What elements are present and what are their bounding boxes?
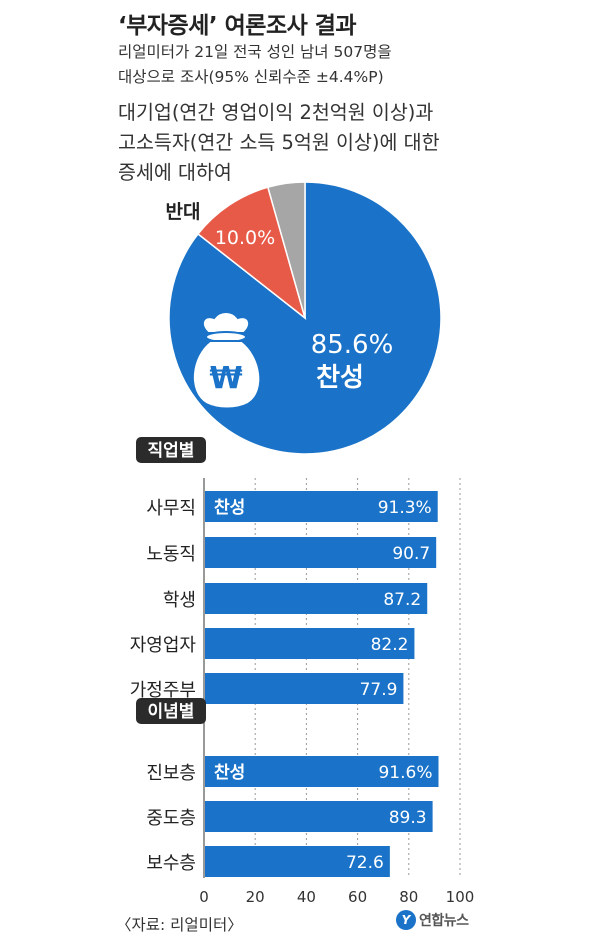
pie-slice-1 [197, 186, 307, 321]
bar-row-0-1: 노동직 90.7 [146, 537, 437, 568]
x-tick-0: 0 [199, 888, 209, 906]
group-label-0: 직업별 [148, 441, 195, 461]
subtitle: 리얼미터가 21일 전국 성인 남녀 507명을 대상으로 조사(95% 신뢰수… [118, 40, 558, 90]
subtitle-line-2: 대상으로 조사(95% 신뢰수준 ±4.4%P) [118, 68, 384, 86]
pie-slice-2 [266, 181, 306, 319]
x-axis-ticks: 0 20 40 60 80 100 [199, 888, 474, 906]
pie-slice-1-value: 10.0% [215, 227, 275, 249]
pie-slice-0-value: 85.6% [311, 330, 394, 360]
bar-0-0 [205, 491, 438, 522]
bar-0-4 [205, 673, 404, 704]
bar-category-1-0: 진보층 [146, 763, 196, 784]
x-tick-40: 40 [297, 888, 316, 906]
yonhap-logo-text: 연합뉴스 [419, 913, 469, 929]
bar-row-1-0: 진보층 91.6% 찬성 [146, 756, 439, 787]
bar-category-0-4: 가정주부 [130, 680, 196, 701]
page-title: ‘부자증세’ 여론조사 결과 [118, 13, 357, 39]
yonhap-logo-icon: Y [396, 910, 416, 930]
bar-row-0-0: 사무직 91.3% 찬성 [146, 491, 438, 522]
bar-0-3 [205, 628, 415, 659]
group-label-0-bg [136, 437, 206, 463]
yonhap-logo: Y 연합뉴스 [396, 910, 469, 930]
bar-category-0-1: 노동직 [146, 544, 196, 565]
bar-value-1-0: 91.6% [378, 763, 432, 783]
pie-chart: 85.6%찬성 10.0% 반대 ₩ [166, 181, 442, 455]
x-tick-20: 20 [246, 888, 265, 906]
bar-row-1-1: 중도층 89.3 [146, 801, 433, 832]
x-tick-80: 80 [399, 888, 418, 906]
bar-value-0-4: 77.9 [360, 680, 398, 700]
bar-category-0-0: 사무직 [146, 498, 196, 519]
bar-0-2 [205, 583, 428, 614]
bar-value-0-2: 87.2 [383, 590, 421, 610]
pie-slice-1-label: 반대 [166, 201, 201, 223]
bar-category-0-3: 자영업자 [130, 635, 197, 656]
svg-text:₩: ₩ [209, 361, 242, 396]
bar-category-1-1: 중도층 [146, 808, 196, 829]
group-label-1-bg [136, 698, 206, 724]
x-tick-100: 100 [446, 888, 475, 906]
bar-category-1-2: 보수층 [146, 853, 196, 874]
bar-series-label-1-0: 찬성 [214, 763, 245, 783]
question-line-1: 대기업(연간 영업이익 2천억원 이상)과 [118, 101, 434, 124]
survey-question: 대기업(연간 영업이익 2천억원 이상)과 고소득자(연간 소득 5억원 이상)… [118, 98, 558, 188]
pie-slice-0-label: 찬성 [316, 363, 364, 393]
bar-category-0-2: 학생 [163, 590, 196, 611]
bar-1-1 [205, 801, 433, 832]
bar-row-0-2: 학생 87.2 [163, 583, 428, 614]
question-line-2: 고소득자(연간 소득 5억원 이상)에 대한 [118, 131, 440, 154]
question-line-3: 증세에 대하여 [118, 161, 232, 184]
bar-value-0-3: 82.2 [371, 635, 409, 655]
bar-1-2 [205, 846, 390, 877]
bar-row-1-2: 보수층 72.6 [146, 846, 390, 877]
bar-value-0-0: 91.3% [378, 498, 432, 518]
bar-0-1 [205, 537, 437, 568]
bar-1-0 [205, 756, 439, 787]
bar-value-1-1: 89.3 [389, 808, 427, 828]
source-note: 〈자료: 리얼미터〉 [116, 916, 243, 934]
bar-value-1-2: 72.6 [346, 853, 384, 873]
group-label-1: 이념별 [148, 701, 195, 722]
x-tick-60: 60 [348, 888, 367, 906]
bar-row-0-3: 자영업자 82.2 [130, 628, 415, 659]
bar-series-label-0-0: 찬성 [214, 498, 245, 518]
bar-row-0-4: 가정주부 77.9 [130, 673, 404, 704]
subtitle-line-1: 리얼미터가 21일 전국 성인 남녀 507명을 [118, 43, 392, 61]
money-bag-won-icon: ₩ [192, 311, 262, 410]
bar-value-0-1: 90.7 [392, 544, 430, 564]
